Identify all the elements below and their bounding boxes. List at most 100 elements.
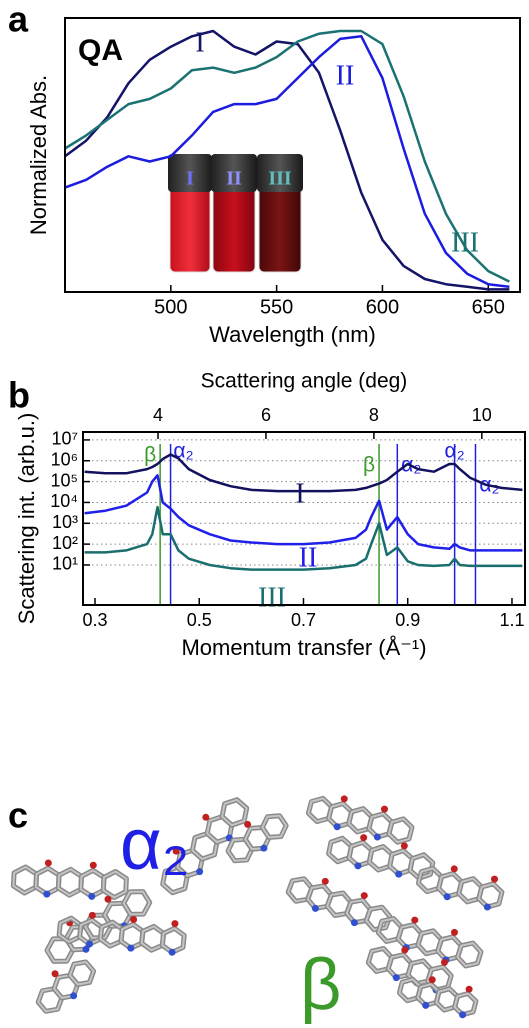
x-tick-label: 1.1 [499,610,524,630]
atom [380,805,388,813]
atom [360,892,368,900]
atom [88,892,96,900]
atom [483,903,491,911]
x2-axis-label: Scattering angle (deg) [201,370,408,393]
vial [212,179,256,273]
x-tick-label: 500 [154,296,187,318]
panel-label: a [8,0,29,40]
atom [44,859,52,867]
atom [401,946,409,954]
atom [85,940,93,948]
series-label: I [295,478,304,509]
series-line [64,29,510,291]
atom [244,820,252,828]
vial-cap [168,154,212,192]
atom [202,813,210,821]
atom [400,842,408,850]
vial [169,179,211,273]
atom [104,895,112,903]
atom [333,823,341,831]
ring [34,866,61,896]
ring [387,817,414,844]
x-axis-label: Momentum transfer (Å⁻¹) [181,635,426,660]
atom [440,958,448,966]
vial-cap [257,154,303,192]
ring [57,868,83,897]
series-label: III [258,582,286,613]
x-tick-label: 0.3 [82,610,107,630]
series-line [84,453,523,493]
x-tick-label: 0.7 [291,610,316,630]
atom [373,833,381,841]
series-line [64,29,510,283]
atom [171,920,179,928]
atom [168,948,176,956]
atom [490,875,498,883]
reference-label: β [363,454,375,477]
atom [422,1001,430,1009]
y-tick-label: 10¹ [52,554,78,574]
beta-label: β [300,945,341,1025]
vial-label: I [186,168,194,190]
vial [258,179,302,273]
y-tick-label: 10⁶ [51,450,78,470]
y-tick-label: 10² [52,533,78,553]
atom [89,861,97,869]
alpha-label: α₂ [120,805,190,885]
reference-label: α₂ [173,440,193,463]
atom [43,890,51,898]
plot-frame [82,431,526,606]
series-line [84,474,523,552]
atom [350,919,358,927]
atom [450,928,458,936]
atom [428,976,436,984]
atom [88,911,96,919]
atom [459,1011,467,1019]
ring [365,906,391,931]
x2-tick-label: 4 [153,405,163,425]
ring [68,960,95,986]
x2-tick-label: 8 [369,405,379,425]
panel-label: c [8,795,28,836]
atom [360,834,368,842]
y-tick-label: 10⁷ [51,429,78,449]
atom [340,795,348,803]
ring [122,890,151,916]
x-tick-label: 650 [472,296,505,318]
series-label: II [336,60,355,91]
ring [221,798,248,827]
x-tick-label: 0.5 [187,610,212,630]
atom [130,916,138,924]
ring [102,870,128,899]
plot-frame [64,17,521,293]
series-label: II [299,542,318,573]
y-tick-label: 10⁵ [51,470,78,490]
atom [450,865,458,873]
panel-label: b [8,375,30,416]
series-line [64,35,510,289]
x-tick-label: 600 [366,296,399,318]
series-label: III [451,227,479,258]
x-axis-label: Wavelength (nm) [209,322,376,347]
ring [79,869,106,898]
atom [392,974,400,982]
atom [196,868,204,876]
vial-cap [211,154,257,192]
atom [321,877,329,885]
atom [465,985,473,993]
atom [411,916,419,924]
atom [395,870,403,878]
ring [456,941,483,968]
ring [12,865,38,895]
atom [70,992,78,1000]
compound-label: QA [78,34,123,67]
atom [354,862,362,870]
x-tick-label: 550 [260,296,293,318]
vial-label: II [226,168,242,190]
atom [82,945,90,953]
reference-label: β [144,444,156,467]
reference-label: α₂ [444,440,464,463]
y-axis-label: Normalized Abs. [26,75,51,235]
x-tick-label: 0.9 [395,610,420,630]
